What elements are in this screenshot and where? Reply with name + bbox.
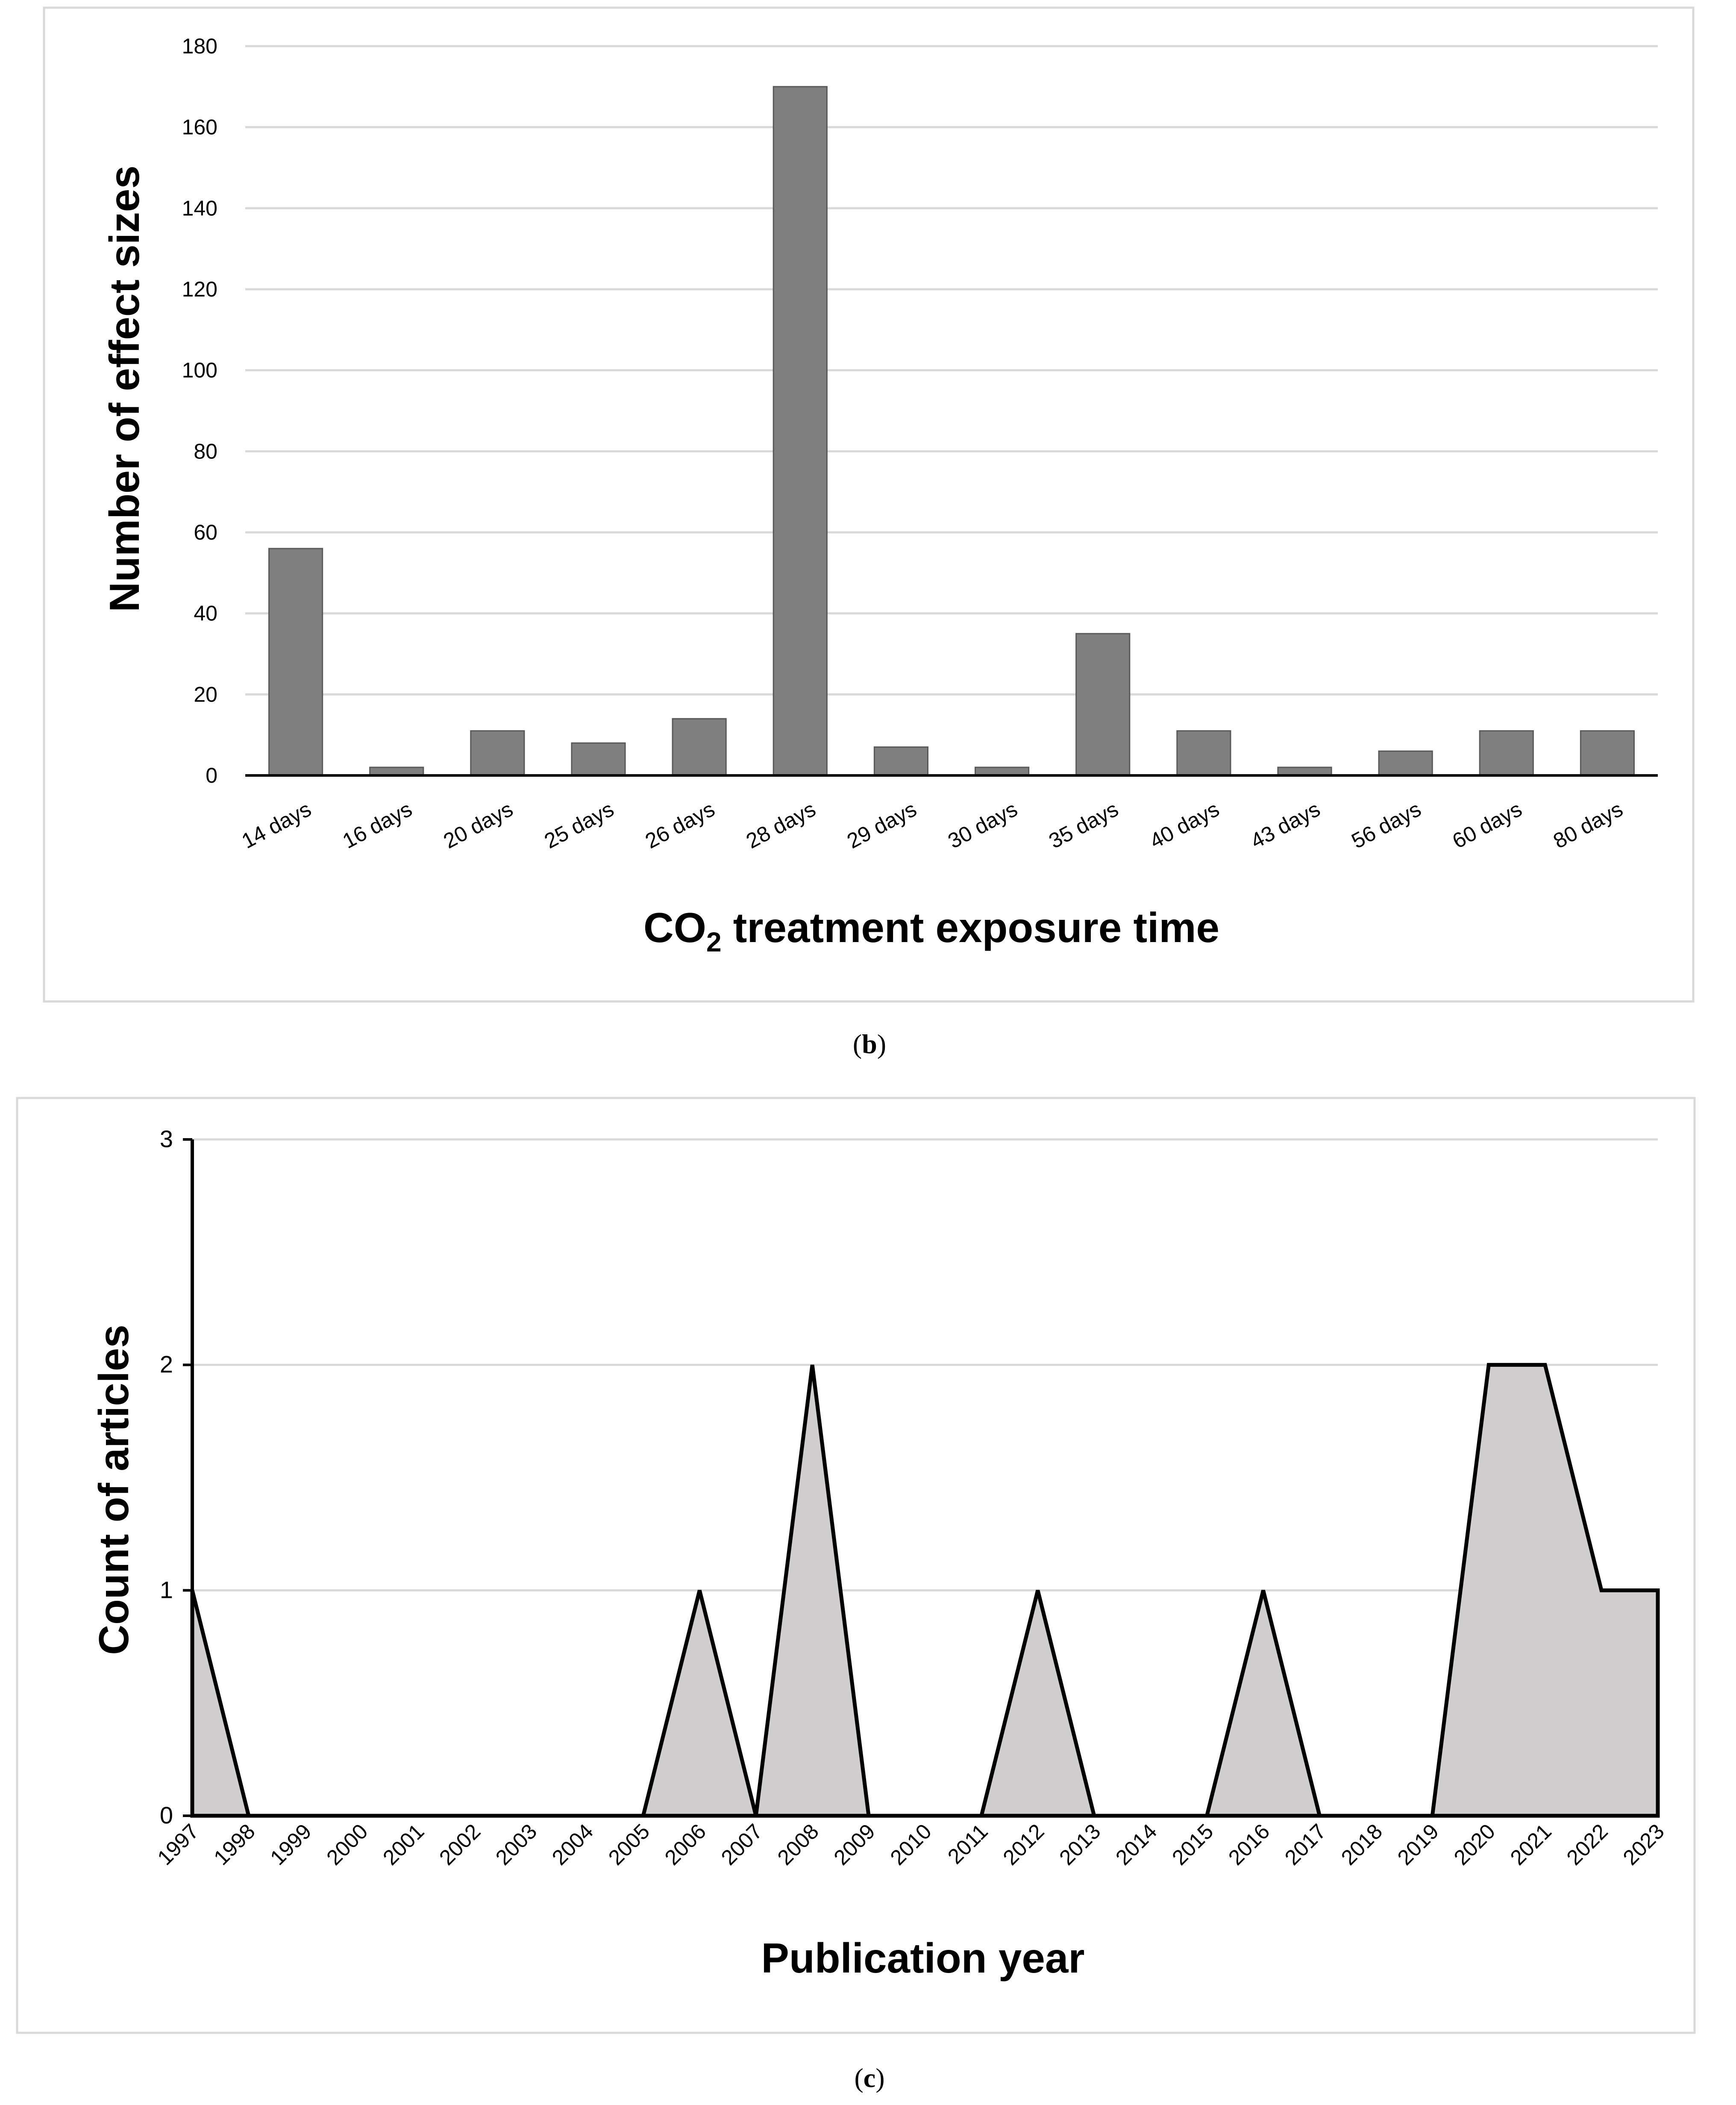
chart-c-y-axis-title: Count of articles: [90, 1324, 137, 1655]
chart-b-y-tick-label: 140: [182, 196, 217, 220]
chart-b-bar: [1479, 730, 1534, 776]
chart-b-y-tick-label: 40: [194, 602, 217, 625]
chart-b-bar: [1176, 730, 1231, 776]
chart-b-y-tick-label: 100: [182, 358, 217, 382]
chart-c-axes: [183, 1138, 1658, 1817]
chart-c-y-ticks: 0 1 2 3: [160, 1125, 173, 1829]
chart-c-x-axis-title: Publication year: [761, 1935, 1084, 1982]
chart-b-y-axis-title: Number of effect sizes: [101, 165, 148, 612]
chart-b-y-tick-label: 180: [182, 34, 217, 58]
chart-c-caption-letter: c: [864, 2063, 875, 2093]
chart-b-bar: [873, 746, 929, 776]
chart-b-y-tick-label: 160: [182, 115, 217, 139]
chart-b-bar: [773, 86, 828, 776]
chart-b-bar: [672, 718, 727, 776]
chart-b-y-tick-label: 120: [182, 277, 217, 301]
chart-b-caption-letter: b: [862, 1029, 877, 1059]
chart-b-x-axis-title-subscript: 2: [706, 927, 722, 957]
chart-c-y-tick-label: 3: [160, 1125, 173, 1152]
chart-b-x-axis-title-suffix: treatment exposure time: [722, 904, 1219, 951]
chart-b-bars: [268, 86, 1635, 776]
chart-b-y-ticks: 0 20 40 60 80 100 120 140 160 180: [182, 34, 217, 787]
chart-b-bar: [1075, 633, 1131, 776]
chart-b-bar: [268, 548, 323, 776]
chart-b-bar: [1378, 750, 1433, 776]
chart-b-frame: [43, 6, 1695, 1003]
chart-c-caption: (c): [854, 2063, 884, 2093]
chart-b-x-axis-title-prefix: CO: [643, 904, 706, 951]
chart-b-y-tick-label: 80: [194, 439, 217, 463]
chart-c-gridlines: [192, 1138, 1658, 1591]
chart-b-y-tick-label: 0: [206, 763, 217, 787]
chart-b-y-tick-label: 20: [194, 682, 217, 706]
chart-b-bar: [470, 730, 525, 776]
chart-b-bar: [571, 742, 626, 776]
chart-b-gridlines: [245, 45, 1658, 696]
chart-b-caption: (b): [853, 1029, 886, 1059]
chart-c-y-tick-label: 1: [160, 1576, 173, 1603]
chart-b-bar: [1580, 730, 1635, 776]
chart-c-y-tick-label: 2: [160, 1351, 173, 1378]
chart-b-x-axis-title: CO2 treatment exposure time: [643, 904, 1219, 957]
chart-b-y-tick-label: 60: [194, 520, 217, 544]
chart-c-y-tick-label: 0: [160, 1802, 173, 1829]
chart-c-frame: [16, 1097, 1696, 2034]
